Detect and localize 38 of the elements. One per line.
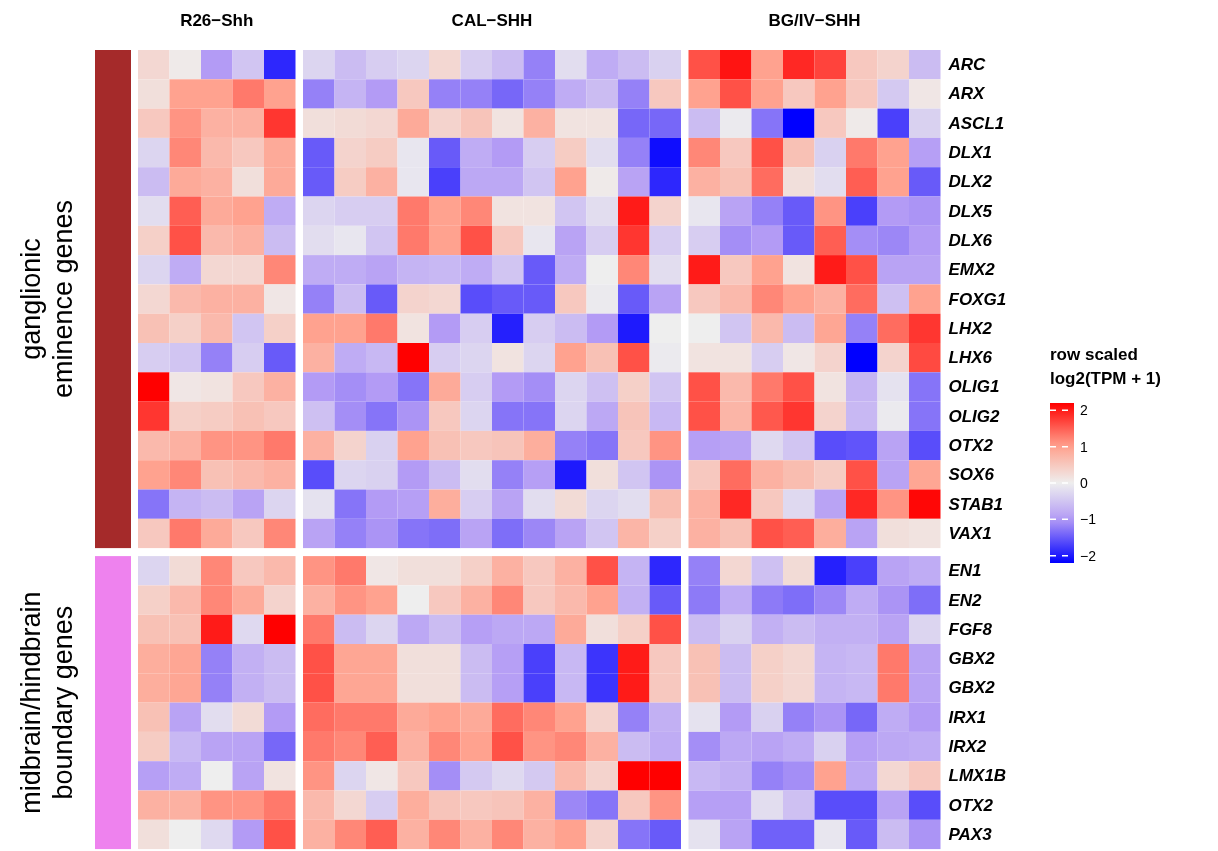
y-tick-label: PAX3: [948, 824, 993, 844]
text: R26−Shh: [180, 11, 254, 30]
y-tick-label: LHX2: [948, 318, 993, 338]
y-tick-label: EN1: [948, 561, 982, 581]
y-tick-label: OTX2: [948, 795, 994, 815]
color-bar-label: −2: [1080, 547, 1097, 564]
y-tick-label: GBX2: [948, 678, 996, 698]
y-tick-label: LHX6: [948, 348, 993, 368]
y-tick-label: FOXG1: [948, 289, 1007, 309]
y-tick-label: ARX: [947, 84, 987, 104]
y-tick-label: DLX5: [948, 201, 993, 221]
y-tick-label: IRX2: [948, 737, 987, 757]
text: BG/IV−SHH: [768, 11, 861, 30]
color-bar-label: −1: [1080, 511, 1097, 528]
color-bar-title: row scaled log2(TPM + 1): [1050, 345, 1161, 388]
y-tick-label: SOX6: [948, 465, 995, 485]
y-tick-label: ASCL1: [947, 113, 1005, 133]
y-tick-label: VAX1: [948, 523, 992, 543]
color-bar-label: 1: [1080, 438, 1088, 455]
y-tick-label: OTX2: [948, 436, 994, 456]
color-bar-label: 0: [1080, 475, 1088, 491]
y-tick-label: OLIG2: [948, 406, 1001, 426]
text: midbrain/hindbrain boundary genes: [16, 591, 78, 814]
y-tick-label: FGF8: [948, 619, 993, 639]
y-tick-label: IRX1: [948, 707, 987, 727]
y-tick-label: ARC: [947, 55, 987, 75]
text: ganglionic eminence genes: [16, 199, 78, 399]
y-tick-label: EN2: [948, 590, 983, 610]
y-tick-label: OLIG1: [948, 377, 1000, 397]
color-bar-label: 2: [1080, 402, 1088, 419]
y-tick-label: GBX2: [948, 649, 996, 669]
y-tick-label: DLX6: [948, 230, 993, 250]
text: CAL−SHH: [451, 11, 533, 30]
y-tick-label: DLX2: [948, 172, 993, 192]
y-tick-label: DLX1: [948, 143, 992, 163]
y-tick-label: LMX1B: [948, 766, 1007, 786]
y-tick-label: EMX2: [948, 260, 996, 280]
y-tick-label: STAB1: [948, 494, 1003, 514]
